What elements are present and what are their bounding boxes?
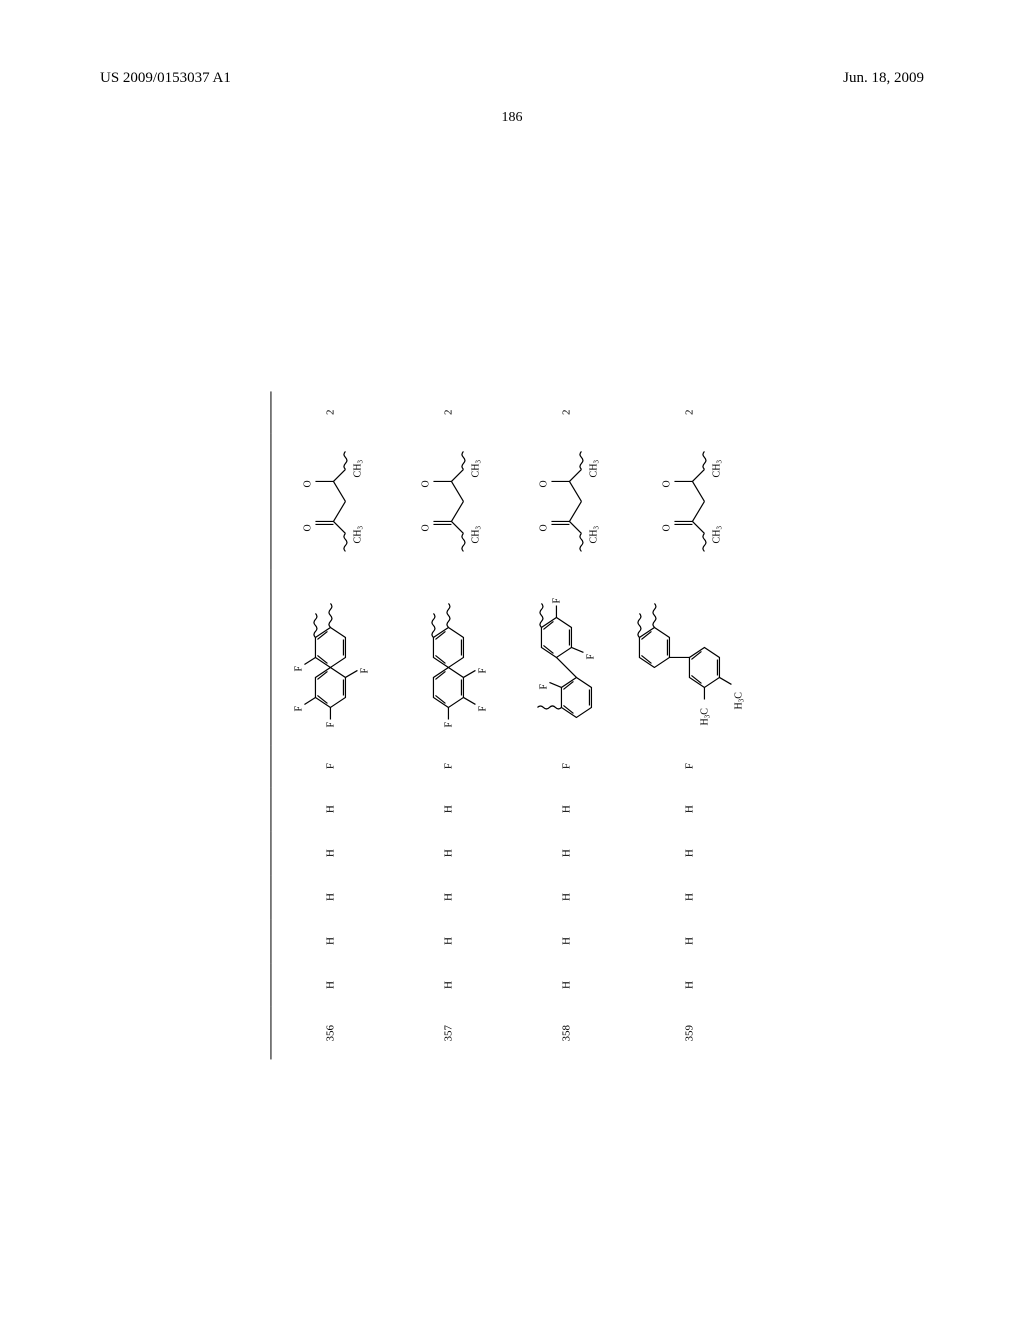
fragment-cell: O O CH3 CH3 bbox=[271, 433, 390, 569]
svg-text:H3C: H3C bbox=[699, 707, 711, 725]
row-index: 356 bbox=[271, 1006, 390, 1059]
fragment-cell: O O CH3 CH3 bbox=[507, 433, 625, 569]
cell-r6: F bbox=[625, 745, 753, 787]
cell-h: H bbox=[389, 962, 507, 1006]
table-row: 359 H H H H H F bbox=[625, 391, 753, 1059]
compound-table: 356 H H H H H F bbox=[270, 391, 753, 1059]
table-row: 357 H H H H H F bbox=[389, 391, 507, 1059]
svg-text:O: O bbox=[661, 523, 672, 530]
svg-text:F: F bbox=[585, 653, 596, 659]
table-container: 356 H H H H H F bbox=[0, 170, 1024, 1280]
acac-fragment-icon: O O CH3 CH3 bbox=[521, 441, 611, 561]
cell-n: 2 bbox=[507, 391, 625, 433]
acac-fragment-icon: O O CH3 CH3 bbox=[644, 441, 734, 561]
svg-text:F: F bbox=[359, 667, 370, 673]
cell-r6: F bbox=[389, 745, 507, 787]
page-number: 186 bbox=[0, 110, 1024, 126]
svg-text:O: O bbox=[420, 479, 431, 486]
table-row: 356 H H H H H F bbox=[271, 391, 390, 1059]
svg-text:F: F bbox=[477, 667, 488, 673]
svg-text:O: O bbox=[538, 523, 549, 530]
fragment-cell: O O CH3 CH3 bbox=[625, 433, 753, 569]
cell-h: H bbox=[625, 919, 753, 963]
cell-r6: F bbox=[507, 745, 625, 787]
svg-text:CH3: CH3 bbox=[470, 459, 482, 477]
cell-h: H bbox=[271, 831, 390, 875]
cell-h: H bbox=[507, 787, 625, 831]
structure-cell: F F F bbox=[389, 569, 507, 745]
cell-h: H bbox=[271, 787, 390, 831]
cell-h: H bbox=[507, 962, 625, 1006]
fragment-cell: O O CH3 CH3 bbox=[389, 433, 507, 569]
svg-text:CH3: CH3 bbox=[588, 459, 600, 477]
acac-fragment-icon: O O CH3 CH3 bbox=[285, 441, 375, 561]
row-index: 357 bbox=[389, 1006, 507, 1059]
svg-text:O: O bbox=[302, 479, 313, 486]
cell-h: H bbox=[389, 919, 507, 963]
cell-n: 2 bbox=[271, 391, 390, 433]
svg-text:O: O bbox=[302, 523, 313, 530]
svg-text:F: F bbox=[293, 705, 304, 711]
svg-text:O: O bbox=[661, 479, 672, 486]
svg-text:H3C: H3C bbox=[733, 691, 745, 709]
biphenyl-structure-icon: F F F bbox=[393, 587, 503, 737]
svg-text:F: F bbox=[551, 597, 562, 603]
cell-h: H bbox=[271, 962, 390, 1006]
cell-h: H bbox=[625, 831, 753, 875]
svg-text:F: F bbox=[477, 705, 488, 711]
patent-number: US 2009/0153037 A1 bbox=[100, 70, 231, 87]
structure-cell: H3C H3C bbox=[625, 569, 753, 745]
cell-h: H bbox=[389, 787, 507, 831]
svg-text:CH3: CH3 bbox=[711, 459, 723, 477]
cell-h: H bbox=[389, 831, 507, 875]
structure-cell: F F F bbox=[507, 569, 625, 745]
cell-h: H bbox=[271, 919, 390, 963]
biphenyl-structure-icon: H3C H3C bbox=[629, 587, 749, 737]
cell-h: H bbox=[507, 875, 625, 919]
row-index: 358 bbox=[507, 1006, 625, 1059]
cell-h: H bbox=[507, 831, 625, 875]
svg-text:O: O bbox=[538, 479, 549, 486]
svg-text:F: F bbox=[443, 721, 454, 727]
cell-h: H bbox=[625, 787, 753, 831]
biphenyl-structure-icon: F F F bbox=[511, 577, 621, 737]
cell-r6: F bbox=[271, 745, 390, 787]
cell-n: 2 bbox=[625, 391, 753, 433]
svg-text:F: F bbox=[325, 721, 336, 727]
table-row: 358 H H H H H F bbox=[507, 391, 625, 1059]
svg-text:CH3: CH3 bbox=[588, 525, 600, 543]
svg-text:O: O bbox=[420, 523, 431, 530]
cell-h: H bbox=[507, 919, 625, 963]
svg-text:F: F bbox=[293, 665, 304, 671]
biphenyl-structure-icon: F F F F bbox=[275, 587, 385, 737]
acac-fragment-icon: O O CH3 CH3 bbox=[403, 441, 493, 561]
cell-h: H bbox=[389, 875, 507, 919]
structure-cell: F F F F bbox=[271, 569, 390, 745]
svg-text:CH3: CH3 bbox=[470, 525, 482, 543]
svg-text:CH3: CH3 bbox=[352, 525, 364, 543]
cell-n: 2 bbox=[389, 391, 507, 433]
svg-text:F: F bbox=[538, 683, 549, 689]
patent-date: Jun. 18, 2009 bbox=[843, 70, 924, 87]
svg-text:CH3: CH3 bbox=[352, 459, 364, 477]
page-header: US 2009/0153037 A1 Jun. 18, 2009 bbox=[0, 70, 1024, 87]
cell-h: H bbox=[625, 875, 753, 919]
svg-text:CH3: CH3 bbox=[711, 525, 723, 543]
cell-h: H bbox=[625, 962, 753, 1006]
cell-h: H bbox=[271, 875, 390, 919]
row-index: 359 bbox=[625, 1006, 753, 1059]
